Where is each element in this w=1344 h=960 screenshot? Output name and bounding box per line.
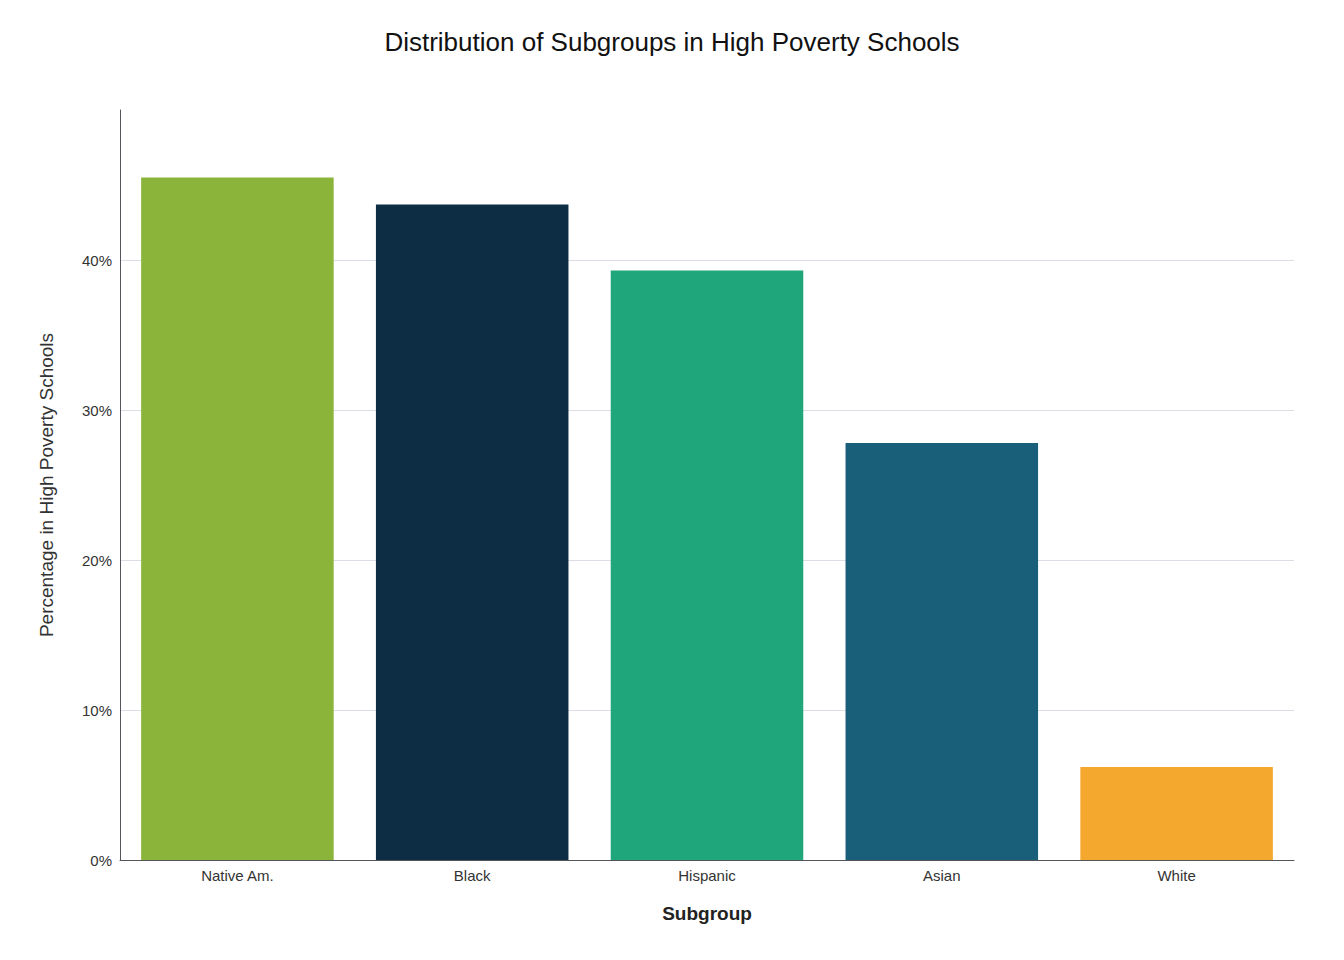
svg-text:Percentage in High Poverty Sch: Percentage in High Poverty Schools bbox=[36, 333, 57, 637]
svg-text:10%: 10% bbox=[82, 702, 112, 719]
svg-text:Native Am.: Native Am. bbox=[201, 867, 274, 884]
svg-text:40%: 40% bbox=[82, 252, 112, 269]
svg-text:0%: 0% bbox=[90, 852, 112, 869]
svg-text:Hispanic: Hispanic bbox=[678, 867, 736, 884]
svg-text:Subgroup: Subgroup bbox=[662, 903, 752, 924]
svg-text:30%: 30% bbox=[82, 402, 112, 419]
svg-text:20%: 20% bbox=[82, 552, 112, 569]
svg-text:Distribution of Subgroups in H: Distribution of Subgroups in High Povert… bbox=[384, 27, 959, 57]
svg-text:White: White bbox=[1157, 867, 1195, 884]
svg-text:Asian: Asian bbox=[923, 867, 961, 884]
svg-text:Black: Black bbox=[454, 867, 491, 884]
